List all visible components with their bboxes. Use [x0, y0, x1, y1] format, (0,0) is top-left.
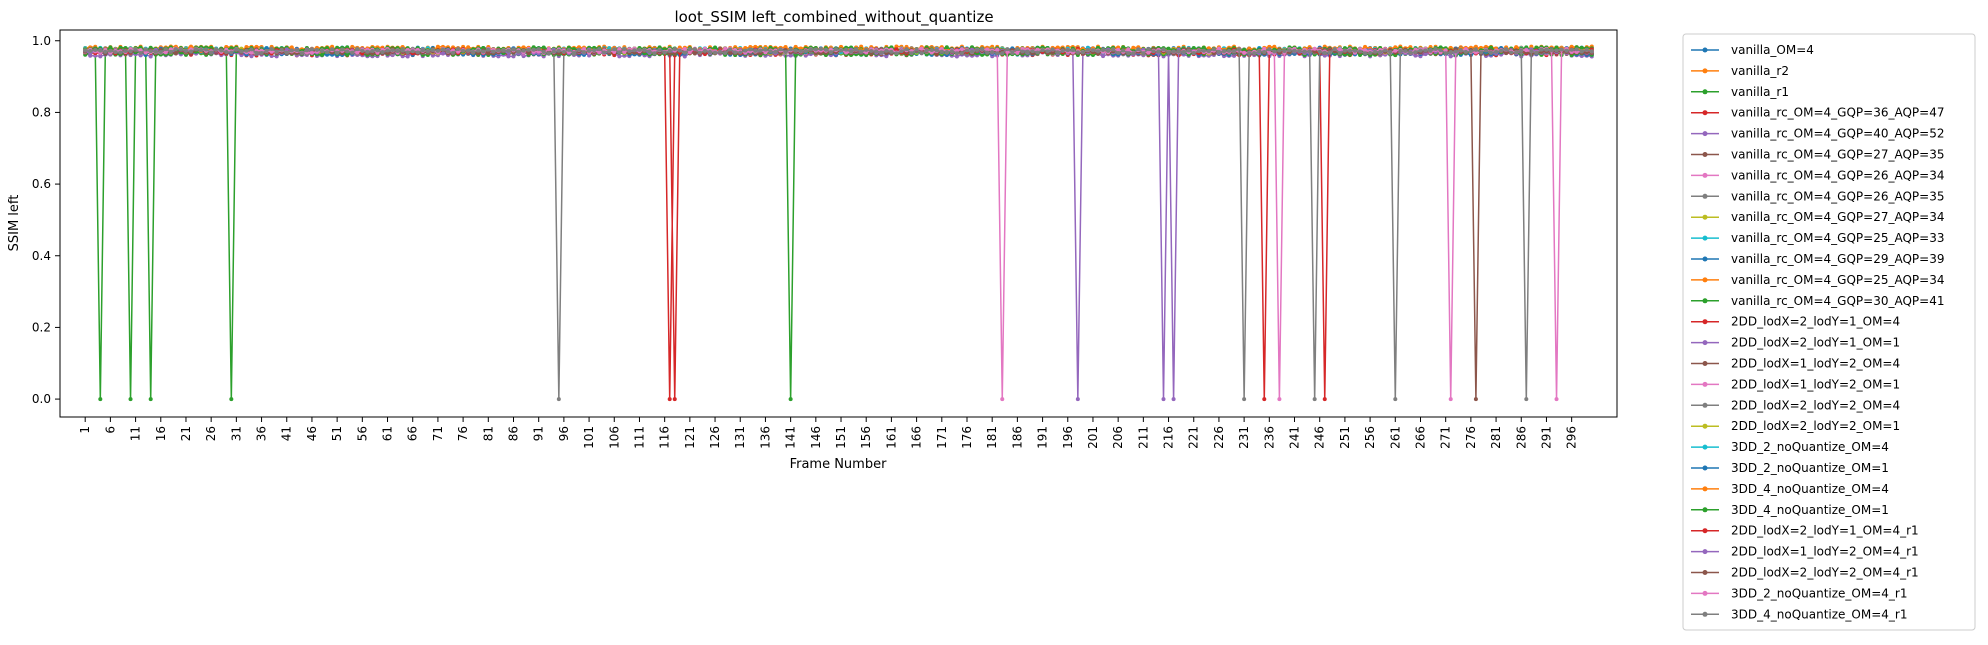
data-point — [506, 54, 511, 59]
data-point — [980, 52, 985, 57]
data-point — [128, 397, 133, 402]
data-point — [249, 54, 254, 59]
data-point — [320, 53, 325, 58]
data-point — [229, 397, 234, 402]
data-point — [954, 54, 959, 59]
data-point — [1413, 53, 1418, 58]
series-layer — [83, 44, 1594, 402]
series-points — [83, 46, 1594, 402]
data-point — [884, 54, 889, 59]
data-point — [511, 54, 516, 59]
series-line — [85, 47, 1593, 400]
chart-title: loot_SSIM left_combined_without_quantize — [674, 8, 993, 27]
data-point — [672, 397, 677, 402]
data-point — [148, 397, 153, 402]
series-line — [85, 47, 1593, 400]
data-point — [1101, 54, 1106, 59]
series-points — [83, 46, 1594, 402]
data-point — [98, 397, 103, 402]
data-point — [682, 54, 687, 59]
data-point — [1358, 53, 1363, 57]
data-point — [148, 54, 153, 59]
data-point — [98, 54, 103, 59]
data-point — [405, 54, 410, 59]
data-point — [617, 54, 622, 59]
data-point — [1448, 54, 1453, 59]
data-point — [345, 52, 350, 57]
